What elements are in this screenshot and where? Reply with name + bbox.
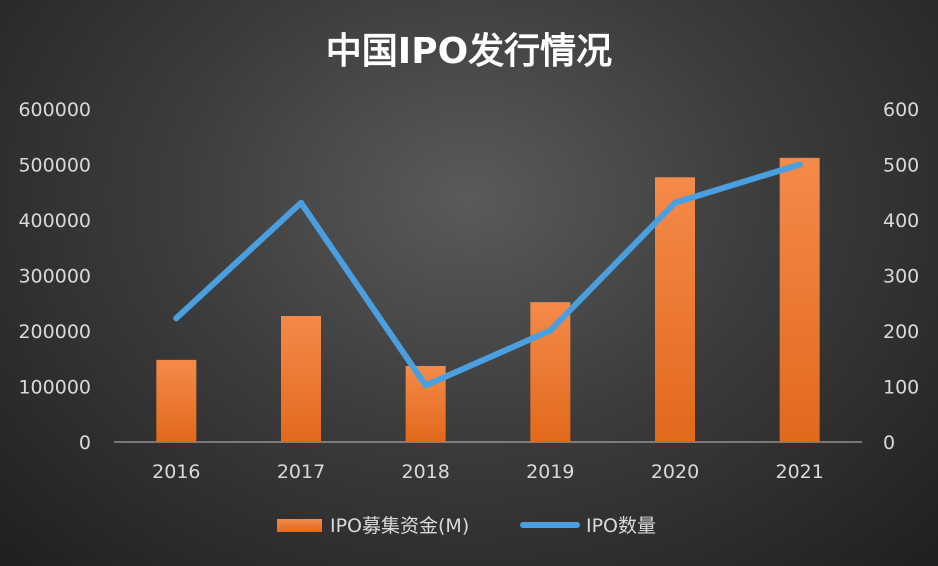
chart-title: 中国IPO发行情况: [326, 31, 612, 72]
right-tick-label: 400: [883, 210, 919, 232]
right-tick-label: 500: [883, 155, 919, 177]
bar-2020: [655, 177, 695, 442]
x-tick-label: 2016: [152, 461, 200, 483]
left-tick-label: 600000: [18, 99, 91, 121]
x-tick-label: 2017: [277, 461, 325, 483]
line-point-2018: [422, 382, 429, 389]
legend: IPO募集资金(M) IPO数量: [277, 515, 656, 537]
left-tick-label: 300000: [18, 266, 91, 288]
x-tick-label: 2021: [775, 461, 823, 483]
left-tick-label: 400000: [18, 210, 91, 232]
right-tick-label: 0: [883, 432, 895, 454]
line-series: [173, 161, 803, 389]
right-tick-label: 100: [883, 377, 919, 399]
right-tick-label: 300: [883, 266, 919, 288]
left-tick-label: 0: [79, 432, 91, 454]
left-axis: 0 100000 200000 300000 400000 500000 600000: [18, 99, 91, 454]
bar-2021: [779, 157, 820, 442]
x-tick-label: 2020: [651, 461, 699, 483]
bar-2019: [530, 302, 571, 442]
bar-2017: [281, 316, 321, 442]
x-tick-label: 2019: [526, 461, 574, 483]
left-tick-label: 100000: [18, 377, 91, 399]
line-point-2017: [298, 199, 304, 206]
legend-label-bar: IPO募集资金(M): [330, 515, 469, 537]
legend-label-line: IPO数量: [586, 515, 656, 537]
x-tick-label: 2018: [401, 461, 449, 483]
left-tick-label: 500000: [18, 155, 91, 177]
line-point-2019: [547, 327, 554, 334]
bar-series: [156, 157, 820, 442]
right-tick-label: 200: [883, 321, 919, 343]
left-tick-label: 200000: [18, 321, 91, 343]
right-tick-label: 600: [883, 99, 919, 121]
ipo-count-line: [173, 161, 803, 389]
bar-2016: [156, 359, 197, 442]
x-axis: 2016 2017 2018 2019 2020 2021: [152, 461, 824, 483]
line-point-2021: [796, 161, 803, 168]
line-point-2016: [173, 315, 180, 322]
right-axis: 0 100 200 300 400 500 600: [883, 99, 919, 454]
legend-swatch-bar: [277, 519, 322, 532]
line-point-2020: [672, 199, 678, 206]
